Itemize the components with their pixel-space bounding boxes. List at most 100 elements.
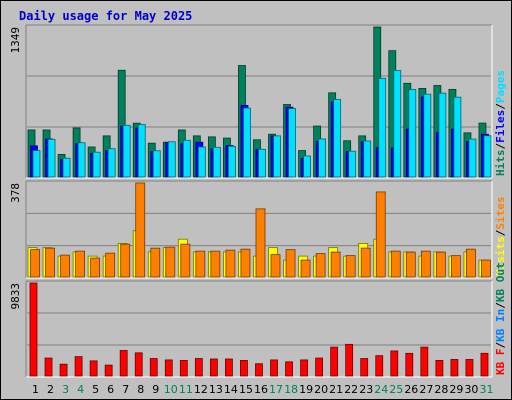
day-label-25: 25 xyxy=(389,383,403,396)
day-label-13: 13 xyxy=(209,383,223,396)
bar-sites-day-24 xyxy=(375,191,386,278)
y-max-label: 378 xyxy=(9,183,22,203)
bar-kb-f-day-23 xyxy=(360,358,369,377)
bar-kb-f-day-4 xyxy=(74,356,83,377)
day-label-19: 19 xyxy=(299,383,313,396)
legend-item: / xyxy=(494,302,507,309)
bar-pages-day-26 xyxy=(408,88,417,178)
legend-item: KB In xyxy=(494,309,507,342)
bar-kb-f-day-6 xyxy=(104,364,113,377)
day-label-6: 6 xyxy=(107,383,114,396)
day-label-22: 22 xyxy=(344,383,358,396)
bar-kb-f-day-19 xyxy=(300,359,308,377)
bar-kb-f-day-8 xyxy=(134,352,143,377)
bar-kb-f-day-14 xyxy=(225,358,233,377)
bar-pages-day-6 xyxy=(107,148,116,178)
bar-pages-day-9 xyxy=(152,150,161,178)
day-label-31: 31 xyxy=(479,383,493,396)
bar-kb-f-day-31 xyxy=(480,352,489,377)
day-label-30: 30 xyxy=(464,383,478,396)
bar-sites-day-4 xyxy=(75,250,85,278)
legend-item: / xyxy=(494,143,507,150)
bar-kb-f-day-15 xyxy=(240,359,248,377)
bar-kb-f-day-29 xyxy=(450,359,459,377)
legend-item: Files xyxy=(494,110,507,143)
panel-3: 9833 KB F/KB In/KB Out xyxy=(9,262,507,378)
bar-kb-f-day-27 xyxy=(420,346,429,377)
bar-pages-day-23 xyxy=(363,140,372,178)
bar-sites-day-3 xyxy=(60,254,70,278)
bar-sites-day-6 xyxy=(105,252,116,278)
legend-item: Pages xyxy=(494,70,507,103)
bar-sites-day-15 xyxy=(240,248,251,278)
bar-sites-day-19 xyxy=(300,259,311,278)
bar-kb-f-day-22 xyxy=(345,343,354,377)
bar-sites-day-12 xyxy=(195,250,206,278)
bar-sites-day-17 xyxy=(270,254,281,278)
bar-sites-day-28 xyxy=(435,251,446,278)
day-label-20: 20 xyxy=(314,383,328,396)
bar-kb-f-day-18 xyxy=(285,361,293,377)
legend-item: Hits xyxy=(494,150,507,177)
day-label-8: 8 xyxy=(137,383,144,396)
bar-sites-day-16 xyxy=(255,208,266,278)
bar-sites-day-31 xyxy=(481,259,491,278)
bar-pages-day-24 xyxy=(378,77,387,178)
bar-sites-day-23 xyxy=(360,247,371,278)
bar-pages-day-18 xyxy=(288,108,296,178)
bar-sites-day-30 xyxy=(466,248,476,278)
legend-item: Visits xyxy=(494,236,507,276)
panel-2: 378 Visits/Sites xyxy=(9,180,507,279)
legend: Hits/Files/Pages xyxy=(494,70,507,176)
bar-kb-f-day-12 xyxy=(194,358,203,377)
day-label-5: 5 xyxy=(92,383,99,396)
plot-area xyxy=(26,281,492,377)
bar-kb-f-day-2 xyxy=(44,357,53,377)
y-max-label: 1349 xyxy=(9,27,22,54)
bar-sites-day-22 xyxy=(345,255,356,278)
bar-pages-day-7 xyxy=(122,124,131,178)
day-label-15: 15 xyxy=(239,383,253,396)
bar-pages-day-20 xyxy=(318,138,327,178)
bar-kb-f-day-20 xyxy=(315,357,324,377)
bar-kb-f-day-11 xyxy=(179,359,188,377)
legend-item: / xyxy=(494,229,507,236)
y-max-label: 9833 xyxy=(9,283,22,310)
bar-pages-day-31 xyxy=(483,135,492,178)
day-label-29: 29 xyxy=(449,383,463,396)
legend-item: Sites xyxy=(494,197,507,230)
day-label-26: 26 xyxy=(404,383,418,396)
bar-sites-day-27 xyxy=(420,250,431,278)
bar-kb-f-day-26 xyxy=(405,352,414,377)
day-label-10: 10 xyxy=(164,383,178,396)
bar-pages-day-4 xyxy=(77,142,86,178)
bar-pages-day-19 xyxy=(303,155,311,178)
day-label-28: 28 xyxy=(434,383,448,396)
day-label-7: 7 xyxy=(122,383,129,396)
bar-kb-f-day-30 xyxy=(465,359,474,377)
bar-kb-f-day-13 xyxy=(209,358,218,377)
bar-sites-day-25 xyxy=(390,250,401,278)
bar-sites-day-5 xyxy=(90,257,101,278)
bar-sites-day-1 xyxy=(30,249,40,278)
bar-sites-day-18 xyxy=(285,249,296,278)
bar-kb-f-day-24 xyxy=(375,355,384,377)
bar-kb-f-day-3 xyxy=(59,363,68,377)
bar-sites-day-21 xyxy=(330,251,341,278)
day-label-27: 27 xyxy=(419,383,433,396)
day-label-17: 17 xyxy=(269,383,283,396)
bar-pages-day-29 xyxy=(453,96,462,178)
bar-pages-day-27 xyxy=(423,93,432,178)
day-label-12: 12 xyxy=(194,383,208,396)
legend: Visits/Sites xyxy=(494,197,507,277)
day-label-4: 4 xyxy=(77,383,84,396)
bar-pages-day-15 xyxy=(243,107,251,178)
bar-pages-day-30 xyxy=(468,138,477,178)
bar-pages-day-8 xyxy=(137,124,146,178)
bar-kb-f-day-7 xyxy=(119,350,128,377)
bar-sites-day-20 xyxy=(315,253,326,278)
bar-sites-day-9 xyxy=(150,247,161,278)
legend: KB F/KB In/KB Out xyxy=(494,262,507,375)
